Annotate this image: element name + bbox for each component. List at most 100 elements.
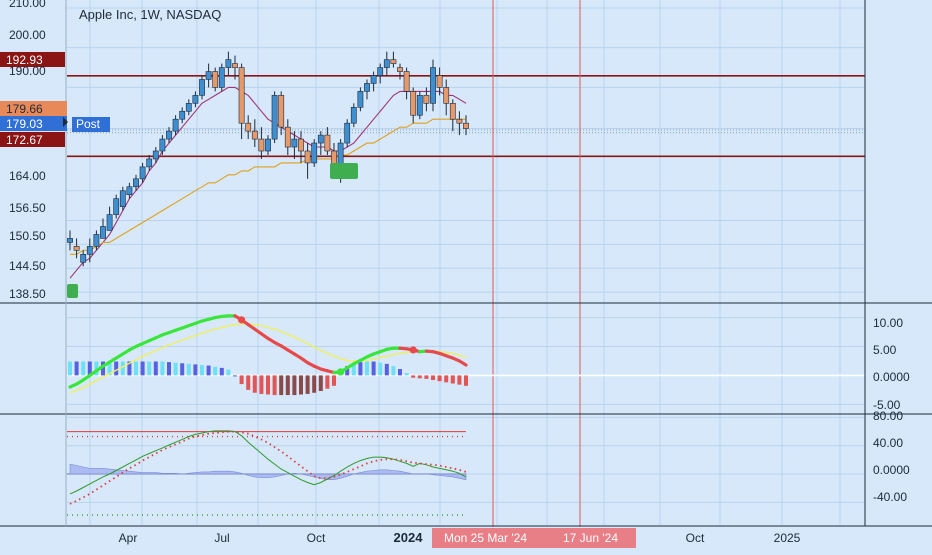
macd-histogram-bar: [127, 361, 132, 376]
candle-body[interactable]: [410, 91, 417, 116]
macd-histogram-bar: [332, 375, 336, 386]
macd-histogram-bar: [431, 375, 435, 381]
candle-body[interactable]: [100, 226, 106, 239]
candle-body[interactable]: [350, 106, 357, 124]
candle-body[interactable]: [403, 71, 410, 92]
candle-body[interactable]: [364, 83, 370, 92]
candle-body[interactable]: [278, 95, 285, 128]
candle-body[interactable]: [232, 63, 238, 68]
level-label-192.93: 192.93: [6, 53, 43, 67]
candle-body[interactable]: [370, 75, 377, 84]
candle-body[interactable]: [298, 138, 304, 152]
macd-histogram-bar: [233, 375, 237, 377]
macd-histogram-bar: [213, 366, 218, 376]
candle-body[interactable]: [80, 254, 87, 263]
candle-body[interactable]: [205, 71, 212, 80]
macd-histogram-bar: [384, 363, 389, 376]
candle-body[interactable]: [139, 166, 146, 180]
candle-body[interactable]: [251, 130, 258, 140]
post-price-label-bg: [0, 116, 67, 131]
candle-body[interactable]: [284, 126, 291, 148]
macd-cross-dot-1: [337, 368, 345, 376]
candle-body[interactable]: [449, 103, 456, 120]
collapse-arrow-icon[interactable]: [63, 117, 68, 127]
chart-title: Apple Inc, 1W, NASDAQ: [79, 7, 221, 22]
candle-body[interactable]: [238, 67, 245, 124]
candle-body[interactable]: [344, 122, 351, 144]
post-price-label: 179.03: [6, 117, 43, 131]
candle-body[interactable]: [152, 150, 159, 160]
candle-body[interactable]: [245, 122, 252, 132]
candle-body[interactable]: [86, 246, 93, 255]
macd-histogram-bar: [186, 363, 191, 376]
candle-body[interactable]: [390, 59, 397, 64]
macd-histogram-bar: [252, 375, 257, 393]
macd-histogram-bar: [450, 375, 455, 384]
candle-body[interactable]: [93, 234, 100, 247]
candle-body[interactable]: [265, 138, 271, 152]
time-axis-label: Apr: [119, 531, 138, 545]
time-axis-label: 2024: [394, 530, 424, 545]
green-marker-oct: [330, 163, 358, 179]
candle-body[interactable]: [179, 110, 186, 120]
macd-histogram-bar: [180, 363, 185, 376]
candle-body[interactable]: [106, 214, 113, 231]
candle-body[interactable]: [416, 95, 423, 116]
candle-body[interactable]: [317, 134, 324, 144]
candle-body[interactable]: [357, 91, 364, 108]
macd-histogram-bar: [444, 375, 449, 383]
candle-body[interactable]: [185, 103, 192, 112]
crosshair-date-bg-2: [552, 528, 636, 548]
candle-body[interactable]: [311, 142, 318, 164]
candle-body[interactable]: [73, 246, 80, 251]
candle-body[interactable]: [212, 71, 219, 88]
macd-histogram-bar: [424, 375, 429, 379]
candle-body[interactable]: [67, 238, 73, 243]
macd-histogram-bar: [378, 362, 383, 376]
macd-tick-label: 0.0000: [873, 370, 910, 384]
candle-body[interactable]: [172, 118, 179, 132]
candle-body[interactable]: [443, 87, 450, 104]
oscillator-pane: [67, 430, 467, 516]
candle-body[interactable]: [397, 67, 403, 72]
macd-histogram-bar: [398, 369, 402, 376]
osc-tick-label: -40.00: [873, 490, 907, 504]
price-tick-label: 144.50: [9, 259, 46, 273]
osc-tick-label: 0.0000: [873, 463, 910, 477]
candle-body[interactable]: [133, 178, 139, 188]
osc-tick-label: 40.00: [873, 436, 903, 450]
ma-slow-line: [70, 118, 466, 255]
candle-body[interactable]: [463, 122, 469, 129]
candle-body[interactable]: [423, 95, 430, 104]
candle-body[interactable]: [377, 67, 384, 76]
candle-body[interactable]: [456, 118, 463, 124]
price-tick-label: 190.00: [9, 64, 46, 78]
candle-body[interactable]: [159, 138, 166, 152]
candle-body[interactable]: [146, 158, 153, 168]
candle-body[interactable]: [199, 79, 205, 96]
candle-body[interactable]: [324, 134, 331, 152]
candle-body[interactable]: [192, 95, 199, 104]
candle-body[interactable]: [304, 150, 311, 164]
candle-body[interactable]: [166, 130, 172, 140]
candle-body[interactable]: [113, 198, 120, 215]
macd-histogram-bar: [299, 375, 303, 395]
candle-body[interactable]: [291, 138, 298, 148]
macd-histogram-bar: [279, 375, 284, 396]
candle-body[interactable]: [126, 186, 133, 196]
macd-histogram-bar: [411, 375, 416, 378]
macd-histogram-bar: [134, 361, 138, 376]
candle-body[interactable]: [258, 138, 265, 152]
candle-body[interactable]: [119, 190, 126, 207]
candle-body[interactable]: [430, 67, 436, 104]
macd-histogram-bar: [351, 363, 356, 376]
level-label-172.67: 172.67: [6, 133, 43, 147]
macd-histogram-bar: [464, 375, 468, 386]
candle-body[interactable]: [271, 95, 278, 140]
candle-body[interactable]: [436, 75, 443, 88]
candle-body[interactable]: [218, 67, 225, 88]
candle-body[interactable]: [383, 59, 390, 68]
candle-body[interactable]: [225, 59, 232, 68]
